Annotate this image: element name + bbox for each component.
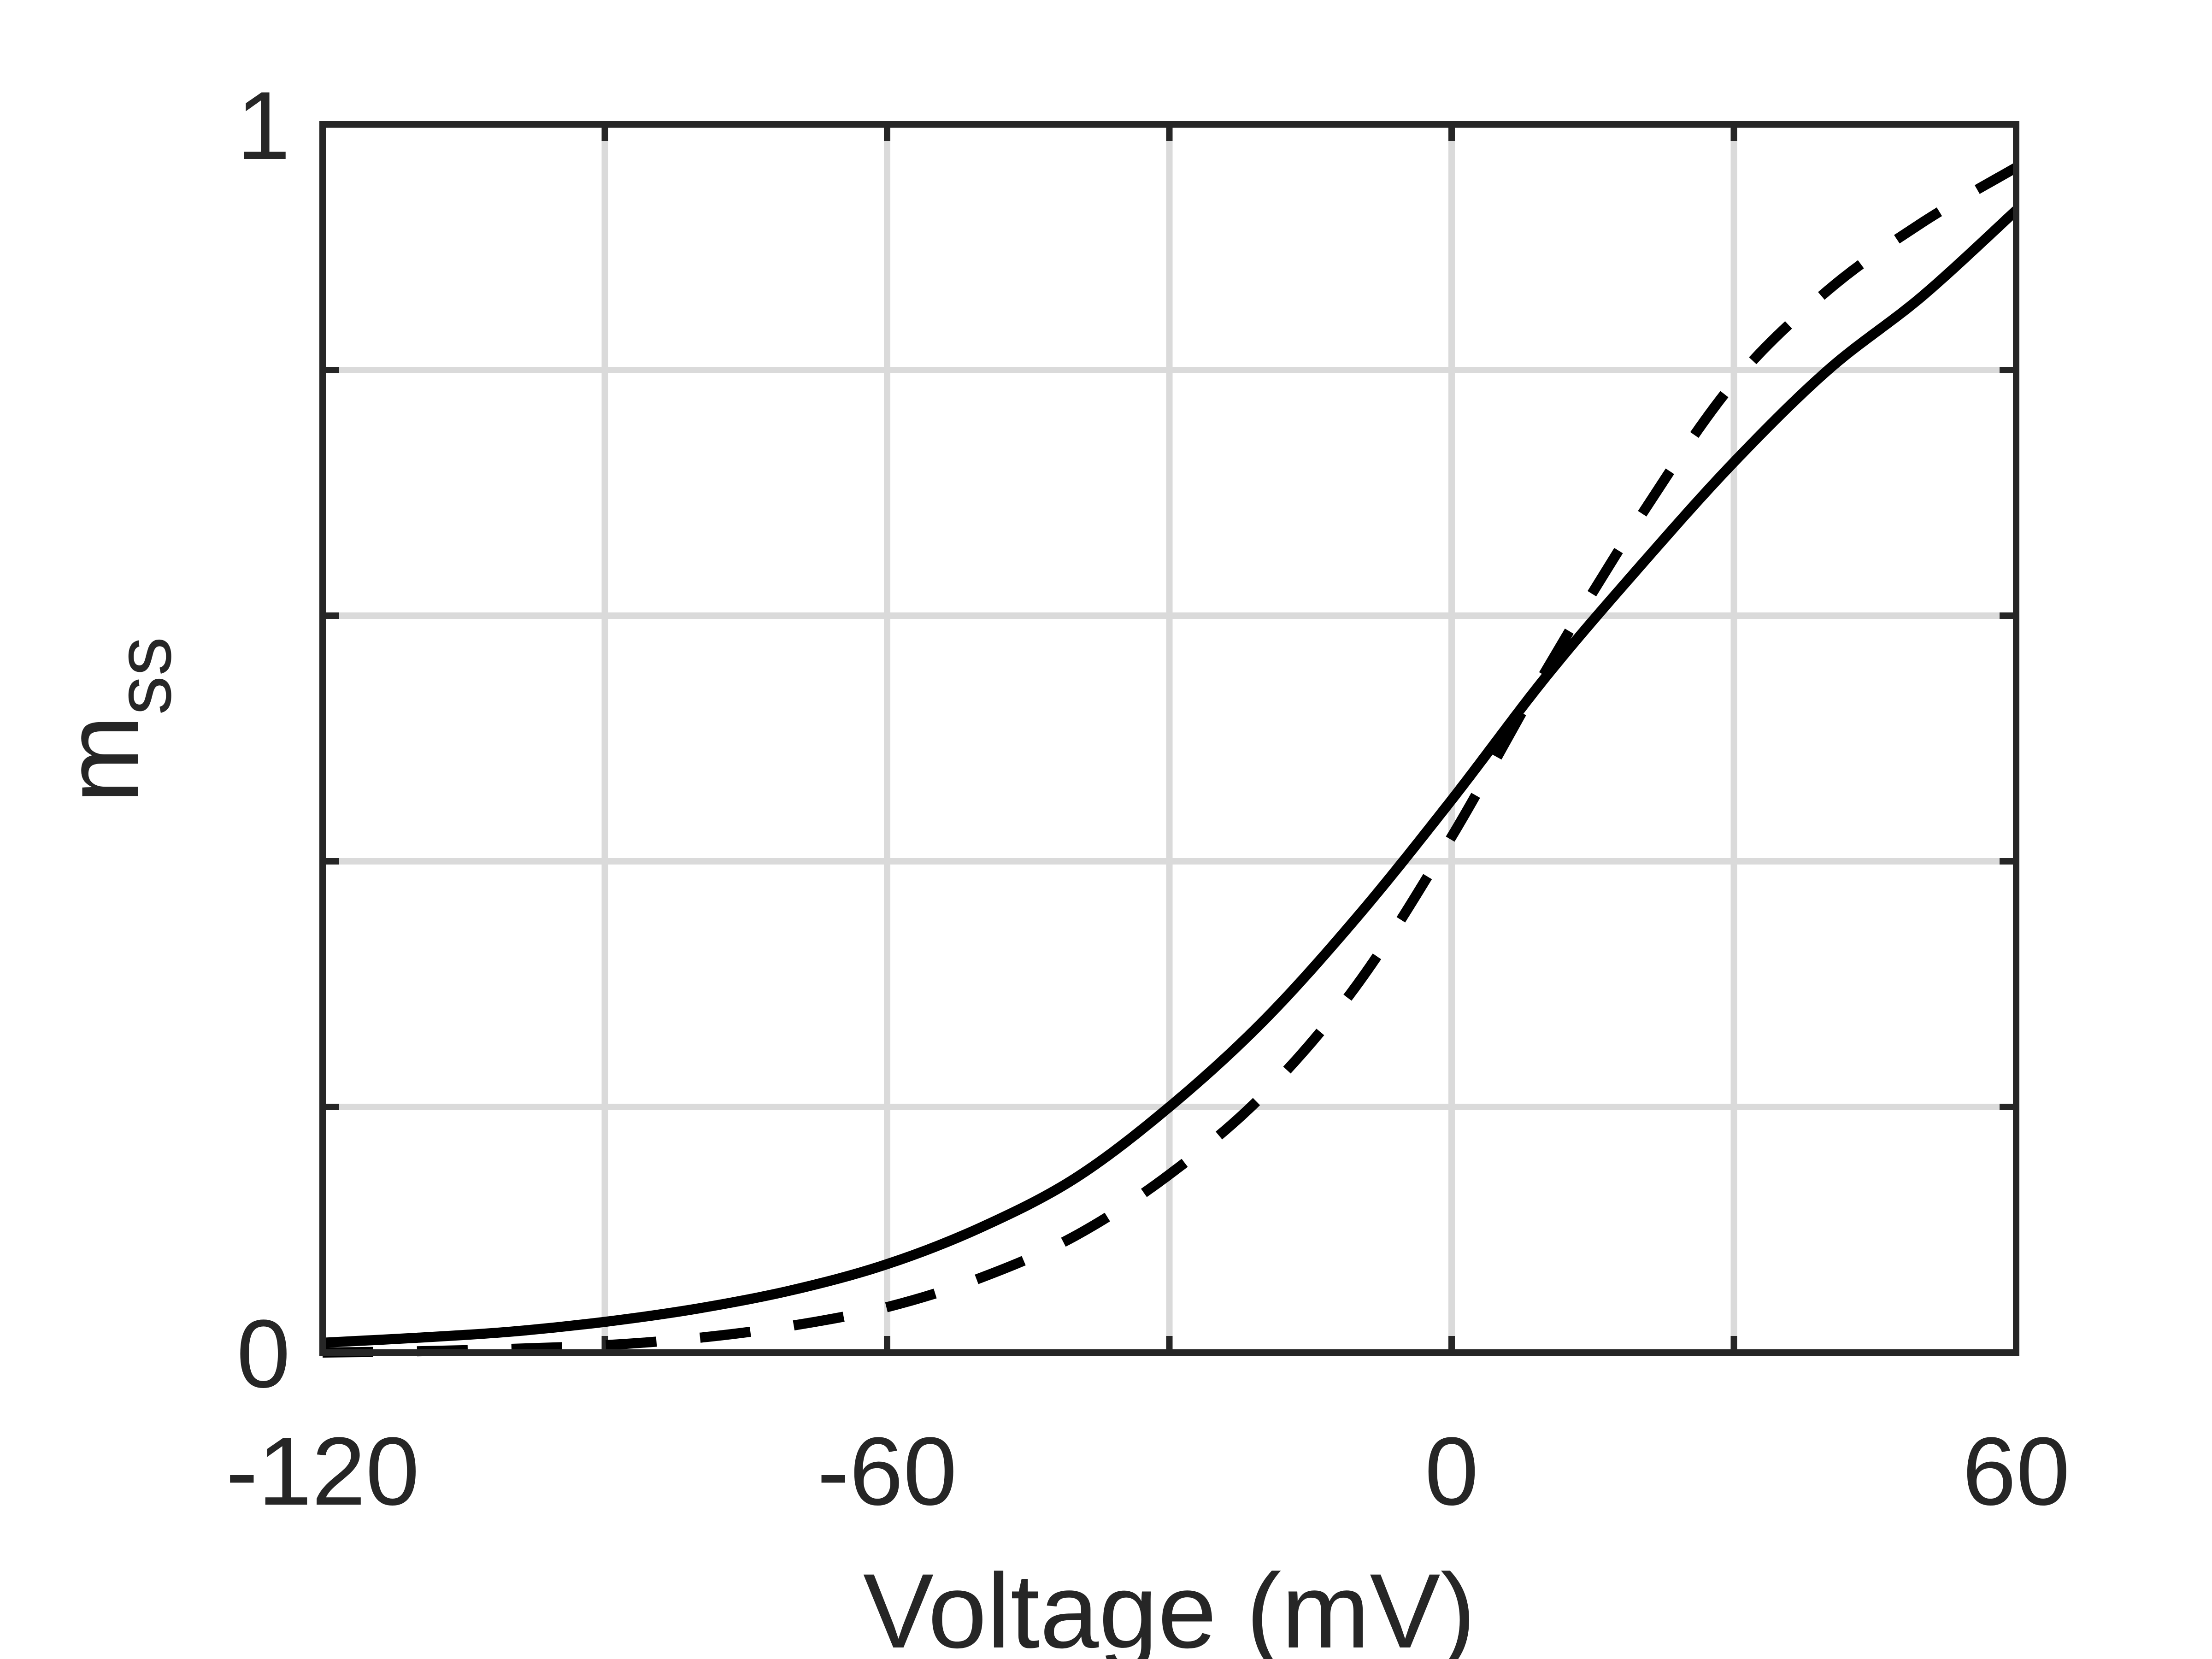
- series-line-solid: [322, 206, 2020, 1348]
- x-tick-label: 0: [1425, 1417, 1479, 1525]
- x-axis-label: Voltage (mV): [863, 1552, 1476, 1659]
- y-tick-label: 1: [236, 71, 290, 180]
- series-layer: [322, 163, 2020, 1358]
- x-tick-label: -60: [817, 1417, 957, 1525]
- y-axis-label: mss: [42, 637, 188, 804]
- series-line-dashed: [322, 163, 2019, 1358]
- plot-frame: [319, 121, 2019, 1356]
- y-axis-label-subscript: ss: [100, 637, 188, 715]
- x-tick-label: 60: [1962, 1417, 2070, 1525]
- tick-labels: -120 -60 0 60 0 1: [226, 71, 2070, 1525]
- x-tick-label: -120: [226, 1417, 419, 1525]
- y-tick-label: 0: [236, 1300, 290, 1408]
- y-axis-label-main: m: [42, 715, 161, 804]
